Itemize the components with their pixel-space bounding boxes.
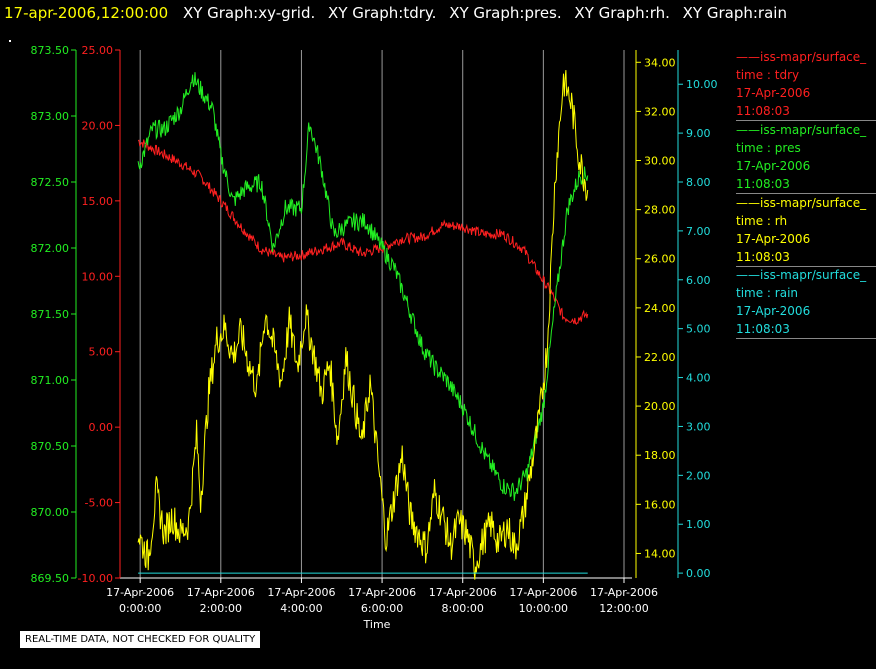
rain-tick-label: 0.00 [686, 567, 711, 580]
title-graph-rh: XY Graph:rh. [574, 4, 670, 22]
rh-tick-label: 28.00 [644, 204, 676, 217]
legend-date: 17-Apr-2006 [736, 304, 811, 318]
tdry-tick-label: 20.00 [82, 119, 114, 132]
rain-tick-label: 4.00 [686, 372, 711, 385]
x-axis-title: Time [363, 618, 391, 631]
x-tick-label-time: 12:00:00 [599, 602, 648, 615]
pres-tick-label: 871.00 [31, 374, 70, 387]
pres-tick-label: 870.50 [31, 440, 70, 453]
x-tick-label-date: 17-Apr-2006 [509, 586, 577, 599]
legend-series-name: ——iss-mapr/surface_ [736, 196, 867, 210]
title-bar: 17-apr-2006,12:00:00 XY Graph:xy-grid. X… [4, 2, 787, 24]
rh-tick-label: 30.00 [644, 155, 676, 168]
x-tick-label-time: 10:00:00 [519, 602, 568, 615]
rh-tick-label: 20.00 [644, 400, 676, 413]
rh-tick-label: 16.00 [644, 498, 676, 511]
rain-tick-label: 1.00 [686, 518, 711, 531]
rain-tick-label: 2.00 [686, 469, 711, 482]
title-graph-xy-grid: XY Graph:xy-grid. [182, 4, 316, 22]
legend-date: 17-Apr-2006 [736, 86, 811, 100]
pres-tick-label: 869.50 [31, 572, 70, 585]
rh-series-line [137, 70, 589, 580]
x-tick-label-time: 6:00:00 [361, 602, 403, 615]
x-tick-label-time: 2:00:00 [200, 602, 242, 615]
rain-tick-label: 10.00 [686, 78, 718, 91]
rh-tick-label: 14.00 [644, 547, 676, 560]
pres-tick-label: 870.00 [31, 506, 70, 519]
legend-series-name: ——iss-mapr/surface_ [736, 268, 867, 282]
legend-time: 11:08:03 [736, 102, 876, 121]
rh-tick-label: 18.00 [644, 449, 676, 462]
tdry-tick-label: 0.00 [89, 421, 114, 434]
legend-entry-rh[interactable]: ——iss-mapr/surface_ time : rh 17-Apr-200… [736, 194, 876, 267]
pres-tick-label: 872.00 [31, 242, 70, 255]
legend-time: 11:08:03 [736, 248, 876, 267]
rh-tick-label: 34.00 [644, 56, 676, 69]
x-tick-label-date: 17-Apr-2006 [267, 586, 335, 599]
legend-vars: time : rain [736, 286, 799, 300]
x-tick-label-date: 17-Apr-2006 [348, 586, 416, 599]
x-tick-label-date: 17-Apr-2006 [106, 586, 174, 599]
title-graph-pres: XY Graph:pres. [449, 4, 562, 22]
rain-tick-label: 6.00 [686, 274, 711, 287]
tdry-tick-label: 10.00 [82, 270, 114, 283]
legend-vars: time : pres [736, 141, 801, 155]
quality-warning-note: REAL-TIME DATA, NOT CHECKED FOR QUALITY [20, 631, 261, 648]
tdry-tick-label: 5.00 [89, 346, 114, 359]
tdry-tick-label: 15.00 [82, 195, 114, 208]
legend-time: 11:08:03 [736, 320, 876, 339]
rh-tick-label: 32.00 [644, 105, 676, 118]
legend-entry-rain[interactable]: ——iss-mapr/surface_ time : rain 17-Apr-2… [736, 266, 876, 339]
tdry-tick-label: -5.00 [85, 497, 113, 510]
rh-tick-label: 24.00 [644, 302, 676, 315]
rh-tick-label: 22.00 [644, 351, 676, 364]
legend-entry-pres[interactable]: ——iss-mapr/surface_ time : pres 17-Apr-2… [736, 121, 876, 194]
x-tick-label-date: 17-Apr-2006 [429, 586, 497, 599]
rain-tick-label: 3.00 [686, 420, 711, 433]
legend-vars: time : rh [736, 214, 788, 228]
pres-tick-label: 873.50 [31, 44, 70, 57]
x-tick-label-time: 4:00:00 [280, 602, 322, 615]
corner-dot [9, 40, 11, 42]
title-time: 17-apr-2006,12:00:00 [4, 4, 169, 22]
tdry-series-line [137, 139, 589, 326]
legend-time: 11:08:03 [736, 175, 876, 194]
x-tick-label-date: 17-Apr-2006 [187, 586, 255, 599]
x-tick-label-date: 17-Apr-2006 [590, 586, 658, 599]
rh-tick-label: 26.00 [644, 253, 676, 266]
legend-date: 17-Apr-2006 [736, 159, 811, 173]
rain-tick-label: 8.00 [686, 176, 711, 189]
title-graph-rain: XY Graph:rain [682, 4, 787, 22]
rain-tick-label: 5.00 [686, 323, 711, 336]
pres-tick-label: 873.00 [31, 110, 70, 123]
legend-series-name: ——iss-mapr/surface_ [736, 50, 867, 64]
legend-vars: time : tdry [736, 68, 800, 82]
x-tick-label-time: 0:00:00 [119, 602, 161, 615]
title-graph-tdry: XY Graph:tdry. [328, 4, 437, 22]
rain-tick-label: 9.00 [686, 127, 711, 140]
tdry-tick-label: -10.00 [78, 572, 113, 585]
tdry-tick-label: 25.00 [82, 44, 114, 57]
legend-entry-tdry[interactable]: ——iss-mapr/surface_ time : tdry 17-Apr-2… [736, 48, 876, 121]
pres-tick-label: 872.50 [31, 176, 70, 189]
legend-date: 17-Apr-2006 [736, 232, 811, 246]
pres-tick-label: 871.50 [31, 308, 70, 321]
legend-series-name: ——iss-mapr/surface_ [736, 123, 867, 137]
rain-tick-label: 7.00 [686, 225, 711, 238]
pres-series-line [137, 72, 589, 501]
x-tick-label-time: 8:00:00 [442, 602, 484, 615]
